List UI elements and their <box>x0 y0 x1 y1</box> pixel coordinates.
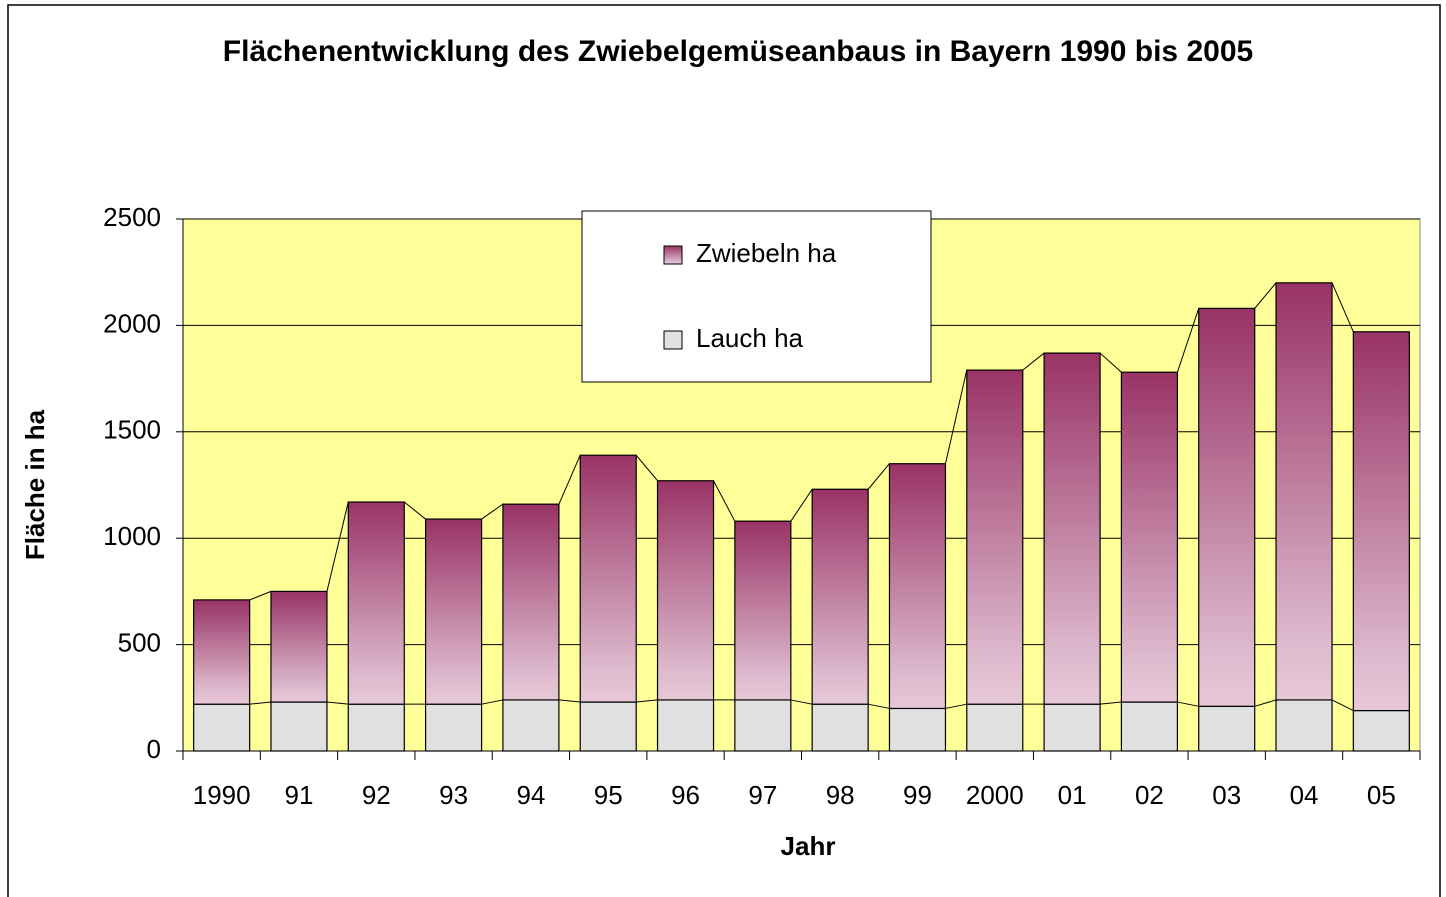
bar <box>270 590 328 703</box>
series-line <box>1254 699 1277 707</box>
x-tick-label: 05 <box>1367 780 1396 810</box>
legend-swatch <box>663 330 683 350</box>
series-line <box>1100 701 1122 705</box>
bar <box>1043 352 1101 705</box>
series-line <box>867 463 890 490</box>
series-line <box>713 480 736 522</box>
y-tick-label: 2500 <box>103 202 161 232</box>
chart-frame <box>7 4 1441 897</box>
bar <box>656 699 715 752</box>
bar <box>1275 699 1333 752</box>
y-tick-label: 2000 <box>103 308 161 338</box>
x-tick-label: 98 <box>826 780 855 810</box>
bar <box>579 701 637 752</box>
y-tick-label: 1000 <box>103 521 161 551</box>
x-tick-label: 04 <box>1290 780 1319 810</box>
x-axis-title: Jahr <box>781 831 836 861</box>
bar <box>1120 701 1179 752</box>
bar <box>966 369 1024 705</box>
bar <box>347 703 405 752</box>
bar <box>1352 709 1410 752</box>
legend-label: Lauch ha <box>696 323 804 353</box>
bar <box>1275 282 1333 701</box>
legend-label: Zwiebeln ha <box>696 238 837 268</box>
series-line <box>1254 282 1277 309</box>
series-line <box>558 699 581 703</box>
bar <box>1198 705 1256 752</box>
x-tick-label: 99 <box>903 780 932 810</box>
bar <box>734 520 792 701</box>
x-tick-label: 93 <box>439 780 468 810</box>
legend <box>581 210 932 383</box>
series-line <box>326 701 349 705</box>
bar <box>193 599 251 705</box>
series-line <box>1331 282 1354 332</box>
x-tick-label: 02 <box>1135 780 1164 810</box>
series-line <box>945 703 967 709</box>
x-tick-label: 92 <box>362 780 391 810</box>
y-tick-label: 1500 <box>103 415 161 445</box>
x-tick-label: 1990 <box>193 780 251 810</box>
y-tick-label: 0 <box>147 734 161 764</box>
bar <box>1043 703 1101 752</box>
bar <box>347 501 405 705</box>
series-line <box>481 699 504 705</box>
series-line <box>1022 352 1045 371</box>
bar <box>502 503 560 701</box>
x-tick-label: 96 <box>671 780 700 810</box>
chart-title: Flächenentwicklung des Zwiebelgemüseanba… <box>222 35 1254 68</box>
x-tick-label: 94 <box>516 780 545 810</box>
x-tick-label: 91 <box>285 780 314 810</box>
series-line <box>249 701 272 705</box>
series-line <box>326 501 349 592</box>
series-line <box>403 501 426 520</box>
bar <box>811 703 869 752</box>
series-line <box>1176 308 1200 373</box>
x-tick-label: 95 <box>594 780 623 810</box>
bar <box>811 488 869 705</box>
series-line <box>1331 699 1354 712</box>
bar <box>502 699 560 752</box>
x-tick-label: 97 <box>748 780 777 810</box>
bar <box>424 518 483 705</box>
x-tick-label: 03 <box>1212 780 1241 810</box>
series-line <box>558 455 581 505</box>
series-line <box>635 454 658 482</box>
series-line <box>944 369 968 464</box>
series-line <box>1177 701 1199 707</box>
series-line <box>790 488 813 522</box>
series-line <box>1099 352 1122 373</box>
legend-swatch <box>663 245 683 265</box>
x-tick-label: 2000 <box>966 780 1024 810</box>
series-line <box>790 699 813 705</box>
bar <box>270 701 328 752</box>
bar <box>656 480 715 701</box>
series-line <box>636 699 658 703</box>
series-line <box>249 590 272 601</box>
bar <box>579 454 637 703</box>
bar <box>1352 331 1410 712</box>
bar <box>424 703 483 752</box>
y-axis-title: Fläche in ha <box>20 409 50 560</box>
bar <box>1120 371 1179 703</box>
bar <box>966 703 1024 752</box>
bar <box>193 703 251 752</box>
bar <box>888 707 947 752</box>
series-line <box>868 703 890 709</box>
y-tick-label: 500 <box>118 627 161 657</box>
series-line <box>481 503 504 520</box>
x-tick-label: 01 <box>1058 780 1087 810</box>
bar <box>734 699 792 752</box>
bar <box>888 463 947 710</box>
bar <box>1198 307 1256 707</box>
